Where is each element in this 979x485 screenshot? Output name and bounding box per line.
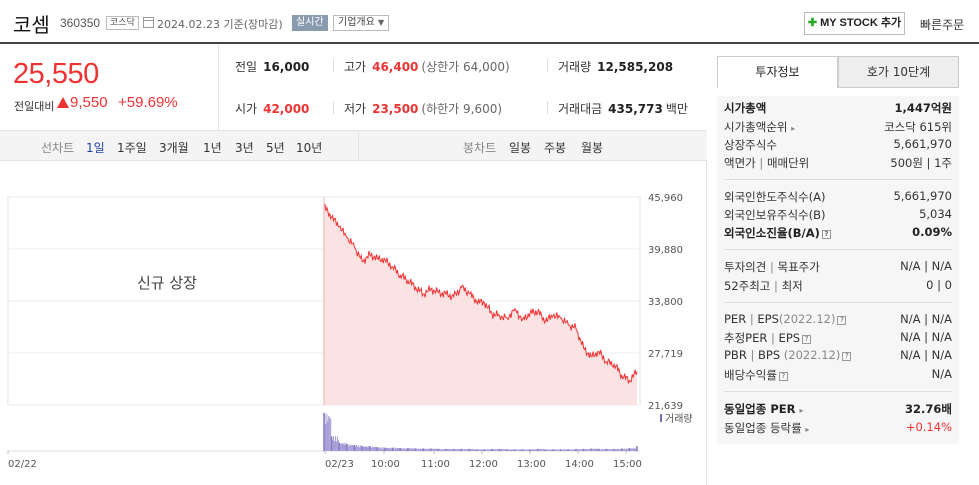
stat-low: 저가 23,500 (하한가 9,600) — [333, 100, 502, 117]
row-par-unit: 액면가 | 매매단위 500원 | 1주 — [724, 156, 952, 170]
tab-quote-10[interactable]: 호가 10단계 — [838, 56, 959, 88]
row-est-per: 추정PER | EPS? N/A | N/A — [724, 330, 952, 345]
row-shares: 상장주식수 5,661,970 — [724, 137, 952, 152]
stat-prev-close: 전일 16,000 — [235, 60, 310, 74]
new-listing-label: 신규 상장 — [137, 274, 197, 292]
row-52week: 52주최고 | 최저 0 | 0 — [724, 278, 952, 293]
plus-icon: ✚ — [807, 17, 818, 29]
my-stock-add-button[interactable]: ✚ MY STOCK 추가 — [804, 12, 905, 35]
x-tick-label: 14:00 — [565, 459, 594, 470]
change-rate: +59.69% — [118, 94, 178, 111]
stock-header: 코셈 360350 코스닥 2024.02.23 기준(장마감) 실시간 기업개… — [0, 0, 979, 44]
chevron-down-icon: ▼ — [378, 18, 385, 27]
period-3m[interactable]: 3개월 — [159, 141, 189, 155]
x-tick-label: 11:00 — [421, 459, 450, 470]
help-icon[interactable]: ? — [842, 352, 852, 361]
y-tick-label: 45,960 — [648, 193, 683, 204]
row-market-cap: 시가총액 1,447억원 — [724, 101, 952, 115]
realtime-button[interactable]: 실시간 — [292, 15, 328, 31]
stat-open: 시가 42,000 — [235, 102, 310, 116]
price-area — [324, 204, 637, 405]
tab-invest-info[interactable]: 투자정보 — [717, 56, 838, 88]
x-tick-label: 15:00 — [613, 459, 642, 470]
current-price: 25,550 — [13, 58, 99, 90]
period-1d[interactable]: 1일 — [86, 141, 105, 155]
market-badge: 코스닥 — [106, 16, 139, 30]
y-tick-label: 27,719 — [648, 349, 683, 360]
volume-legend-mark — [660, 414, 662, 422]
stock-code: 360350 — [60, 16, 101, 30]
prev-compare-label: 전일대비 — [14, 100, 55, 113]
candle-monthly[interactable]: 월봉 — [581, 141, 604, 155]
x-tick-label: 13:00 — [517, 459, 546, 470]
calendar-icon — [143, 17, 154, 28]
row-sector-rate[interactable]: 동일업종 등락률 ▸ +0.14% — [724, 420, 952, 435]
period-1y[interactable]: 1년 — [203, 141, 222, 155]
up-triangle-icon — [57, 97, 69, 108]
invest-info-body: 시가총액 1,447억원 시가총액순위 ▸ 코스닥 615위 상장주식수 5,661,… — [717, 96, 959, 444]
line-chart-label: 선차트 — [41, 141, 75, 155]
row-foreign-hold: 외국인보유주식수(B) 5,034 — [724, 207, 952, 222]
stock-name: 코셈 — [13, 13, 50, 37]
row-per-eps: PER | EPS(2022.12)? N/A | N/A — [724, 312, 952, 326]
chart-period-bar: 선차트 1일 1주일 3개월 1년 3년 5년 10년 봉차트 일봉 주봉 월봉 — [0, 130, 707, 161]
period-10y[interactable]: 10년 — [296, 141, 323, 155]
row-pbr-bps: PBR | BPS (2022.12)? N/A | N/A — [724, 348, 952, 362]
x-tick-label: 10:00 — [371, 459, 400, 470]
stat-volume: 거래량 12,585,208 — [547, 58, 673, 75]
divider — [724, 179, 952, 180]
y-tick-label: 39,880 — [648, 245, 683, 256]
x-tick-label: 02/23 — [325, 459, 354, 470]
period-1w[interactable]: 1주일 — [117, 141, 147, 155]
row-cap-rank[interactable]: 시가총액순위 ▸ 코스닥 615위 — [724, 120, 952, 134]
period-5y[interactable]: 5년 — [266, 141, 285, 155]
info-panel: 투자정보 호가 10단계 — [717, 56, 959, 88]
quote-date: 2024.02.23 기준(장마감) — [157, 18, 283, 31]
x-tick-label: 12:00 — [469, 459, 498, 470]
row-sector-per[interactable]: 동일업종 PER ▸ 32.76배 — [724, 402, 952, 416]
divider — [724, 249, 952, 250]
period-3y[interactable]: 3년 — [235, 141, 254, 155]
divider — [724, 302, 952, 303]
y-tick-label: 33,800 — [648, 297, 683, 308]
chevron-right-icon: ▸ — [805, 425, 810, 434]
price-stats: 전일 16,000 고가 46,400 (상한가 64,000) 거래량 12,585,… — [220, 44, 707, 130]
candle-weekly[interactable]: 주봉 — [544, 141, 567, 155]
help-icon[interactable]: ? — [837, 316, 847, 325]
row-dividend: 배당수익률? N/A — [724, 367, 952, 382]
candle-daily[interactable]: 일봉 — [509, 141, 532, 155]
stat-high: 고가 46,400 (상한가 64,000) — [333, 58, 510, 75]
price-line — [323, 203, 638, 384]
candle-chart-label: 봉차트 — [463, 141, 497, 155]
row-opinion: 투자의견 | 목표주가 N/A | N/A — [724, 259, 952, 274]
y-tick-label: 21,639 — [648, 401, 683, 412]
help-icon[interactable]: ? — [802, 335, 812, 344]
help-icon[interactable]: ? — [778, 372, 788, 381]
fast-order-button[interactable]: 빠른주문 — [920, 18, 965, 32]
divider — [724, 391, 952, 392]
chevron-right-icon: ▸ — [799, 406, 804, 415]
help-icon[interactable]: ? — [821, 230, 831, 239]
x-tick-label: 02/22 — [8, 459, 37, 470]
chevron-right-icon: ▸ — [791, 124, 796, 133]
company-info-dropdown[interactable]: 기업개요 ▼ — [333, 15, 390, 31]
row-foreign-ratio: 외국인소진율(B/A)? 0.09% — [724, 225, 952, 240]
info-tabs: 투자정보 호가 10단계 — [717, 56, 959, 88]
price-change: 9,550 — [70, 94, 108, 111]
stat-amount: 거래대금 435,773 백만 — [547, 100, 688, 117]
row-foreign-limit: 외국인한도주식수(A) 5,661,970 — [724, 189, 952, 204]
volume-label: 거래량 — [665, 413, 693, 425]
price-summary: 25,550 전일대비 9,550 +59.69% — [0, 44, 219, 130]
